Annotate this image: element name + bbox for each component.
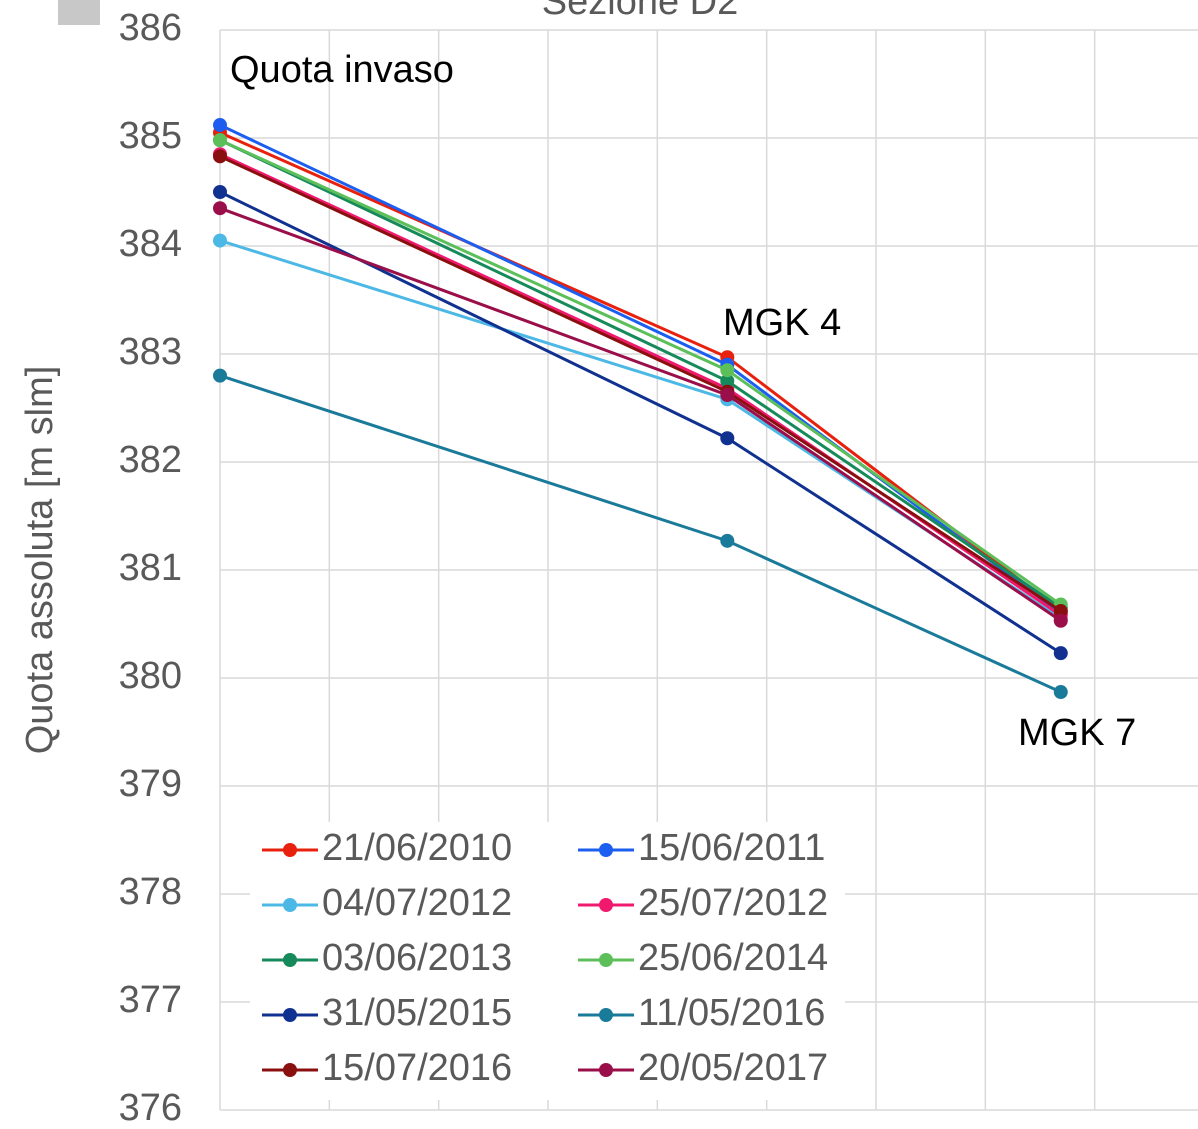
legend-swatch-marker	[283, 898, 297, 912]
data-point	[213, 201, 227, 216]
legend-label: 21/06/2010	[322, 827, 512, 869]
legend-background	[250, 822, 845, 1100]
annotation: MGK 7	[1018, 712, 1136, 754]
data-point	[213, 149, 227, 164]
data-point	[1053, 604, 1068, 619]
data-point	[213, 233, 227, 248]
data-point	[720, 533, 735, 548]
series-line	[219, 206, 1062, 623]
legend-swatch-marker	[599, 1008, 613, 1022]
annotation: MGK 4	[723, 302, 841, 344]
chart-title: Sezione D2	[542, 0, 738, 23]
y-tick-label: 384	[119, 223, 182, 265]
y-tick-label: 385	[119, 115, 182, 157]
data-point	[213, 185, 227, 199]
legend-label: 25/06/2014	[638, 937, 828, 979]
data-point	[213, 118, 227, 133]
legend-label: 03/06/2013	[322, 937, 512, 979]
y-axis-label: Quota assoluta [m slm]	[19, 366, 61, 755]
y-tick-label: 383	[119, 331, 182, 373]
legend-swatch-marker	[283, 843, 297, 857]
series-line	[219, 154, 1062, 613]
y-tick-label: 380	[119, 655, 182, 697]
legend-label: 25/07/2012	[638, 882, 828, 924]
legend-label: 15/07/2016	[322, 1047, 512, 1089]
legend-label: 31/05/2015	[322, 992, 512, 1034]
legend-label: 04/07/2012	[322, 882, 512, 924]
data-point	[1053, 646, 1068, 661]
legend-label: 15/06/2011	[638, 827, 825, 869]
legend-swatch-marker	[283, 953, 297, 967]
legend-swatch-marker	[599, 1063, 613, 1077]
y-tick-label: 382	[119, 439, 182, 481]
legend-swatch-marker	[599, 843, 613, 857]
series-line	[219, 138, 1062, 610]
y-tick-label: 379	[119, 763, 182, 805]
data-point	[720, 431, 735, 446]
corner-marker	[58, 0, 100, 25]
legend-swatch-marker	[599, 953, 613, 967]
data-point	[720, 374, 735, 388]
legend-swatch-marker	[283, 1008, 297, 1022]
legend-swatch-marker	[283, 1063, 297, 1077]
data-point	[1053, 613, 1068, 628]
y-tick-label: 386	[119, 7, 182, 49]
legend-label: 20/05/2017	[638, 1047, 828, 1089]
series-line	[219, 239, 1062, 620]
data-point	[213, 133, 227, 148]
data-point	[213, 368, 227, 383]
y-tick-label: 381	[119, 547, 182, 589]
annotation: Quota invaso	[230, 49, 454, 91]
y-tick-label: 377	[119, 979, 182, 1021]
series-line	[219, 190, 1062, 655]
legend-label: 11/05/2016	[638, 992, 825, 1034]
legend-swatch-marker	[599, 898, 613, 912]
series-line	[219, 152, 1062, 617]
y-tick-label: 378	[119, 871, 182, 913]
data-point	[1053, 685, 1068, 700]
data-point	[720, 388, 735, 403]
data-point	[720, 363, 735, 378]
y-tick-label: 376	[119, 1087, 182, 1129]
